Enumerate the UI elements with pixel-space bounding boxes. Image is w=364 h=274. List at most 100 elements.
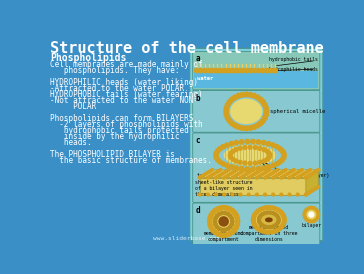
Circle shape bbox=[214, 151, 218, 155]
Ellipse shape bbox=[265, 217, 273, 222]
Circle shape bbox=[232, 68, 236, 73]
Circle shape bbox=[235, 216, 240, 221]
Circle shape bbox=[277, 220, 280, 224]
Circle shape bbox=[215, 232, 220, 236]
Circle shape bbox=[215, 68, 219, 73]
Circle shape bbox=[260, 174, 262, 176]
Text: Structure of the cell membrane: Structure of the cell membrane bbox=[50, 41, 324, 56]
Circle shape bbox=[254, 172, 256, 175]
Circle shape bbox=[199, 68, 203, 73]
Circle shape bbox=[205, 172, 207, 175]
Circle shape bbox=[305, 218, 308, 221]
Circle shape bbox=[224, 106, 229, 110]
Circle shape bbox=[234, 159, 238, 163]
Circle shape bbox=[221, 233, 226, 238]
Circle shape bbox=[305, 193, 307, 196]
Circle shape bbox=[225, 143, 229, 147]
Circle shape bbox=[252, 125, 256, 129]
Circle shape bbox=[269, 68, 273, 73]
Circle shape bbox=[218, 212, 221, 216]
Circle shape bbox=[225, 233, 229, 237]
Circle shape bbox=[258, 208, 262, 212]
Circle shape bbox=[215, 207, 220, 211]
Text: inside by the hydrophilic: inside by the hydrophilic bbox=[50, 132, 180, 141]
Circle shape bbox=[257, 218, 261, 221]
Circle shape bbox=[305, 208, 308, 211]
Circle shape bbox=[255, 123, 260, 128]
Circle shape bbox=[280, 158, 284, 162]
Circle shape bbox=[304, 208, 318, 222]
Circle shape bbox=[206, 193, 209, 196]
Circle shape bbox=[315, 218, 318, 221]
Circle shape bbox=[296, 176, 299, 179]
Circle shape bbox=[219, 174, 222, 176]
Circle shape bbox=[275, 162, 279, 166]
Circle shape bbox=[223, 193, 226, 196]
Circle shape bbox=[235, 222, 240, 227]
Circle shape bbox=[276, 228, 280, 232]
Circle shape bbox=[229, 151, 233, 155]
Circle shape bbox=[233, 95, 237, 100]
Circle shape bbox=[268, 169, 271, 171]
Circle shape bbox=[305, 193, 307, 196]
Circle shape bbox=[249, 170, 252, 173]
Circle shape bbox=[258, 228, 262, 232]
Circle shape bbox=[260, 169, 262, 171]
Circle shape bbox=[267, 151, 271, 155]
Circle shape bbox=[256, 68, 261, 73]
Circle shape bbox=[229, 155, 233, 159]
Circle shape bbox=[226, 227, 230, 231]
Circle shape bbox=[245, 139, 249, 144]
Circle shape bbox=[311, 189, 313, 192]
Text: b: b bbox=[196, 94, 201, 103]
FancyBboxPatch shape bbox=[193, 133, 320, 202]
Circle shape bbox=[271, 163, 275, 168]
Circle shape bbox=[218, 227, 221, 231]
Circle shape bbox=[252, 68, 257, 73]
Circle shape bbox=[313, 220, 315, 222]
Circle shape bbox=[230, 121, 234, 126]
Circle shape bbox=[288, 171, 291, 174]
Circle shape bbox=[211, 169, 214, 171]
Circle shape bbox=[256, 193, 258, 196]
Circle shape bbox=[278, 209, 282, 213]
Circle shape bbox=[277, 218, 280, 221]
Text: POLAR: POLAR bbox=[50, 102, 96, 111]
Circle shape bbox=[215, 193, 217, 196]
Text: the basic structure of membranes.: the basic structure of membranes. bbox=[50, 156, 212, 165]
Circle shape bbox=[304, 210, 306, 213]
Polygon shape bbox=[200, 170, 318, 178]
Circle shape bbox=[310, 220, 313, 223]
Circle shape bbox=[255, 95, 260, 100]
Circle shape bbox=[266, 211, 269, 214]
Circle shape bbox=[240, 68, 244, 73]
Circle shape bbox=[240, 93, 245, 97]
Circle shape bbox=[264, 109, 269, 114]
Circle shape bbox=[235, 169, 238, 171]
Circle shape bbox=[315, 170, 318, 173]
Circle shape bbox=[224, 109, 229, 114]
Circle shape bbox=[282, 153, 286, 158]
Circle shape bbox=[271, 143, 275, 147]
Circle shape bbox=[218, 206, 223, 210]
Circle shape bbox=[203, 68, 207, 73]
Circle shape bbox=[229, 165, 234, 169]
Text: hydrophobic tails protected: hydrophobic tails protected bbox=[50, 126, 189, 135]
Circle shape bbox=[309, 174, 312, 176]
Circle shape bbox=[281, 223, 285, 227]
Circle shape bbox=[236, 125, 241, 129]
Circle shape bbox=[309, 174, 312, 176]
Circle shape bbox=[254, 225, 258, 229]
Circle shape bbox=[272, 176, 274, 179]
Circle shape bbox=[268, 174, 270, 176]
Circle shape bbox=[280, 211, 284, 215]
Circle shape bbox=[305, 171, 307, 174]
Circle shape bbox=[290, 175, 293, 178]
Circle shape bbox=[274, 170, 277, 173]
Circle shape bbox=[300, 174, 303, 176]
Circle shape bbox=[221, 206, 226, 210]
Circle shape bbox=[231, 176, 234, 179]
Circle shape bbox=[209, 170, 211, 173]
Circle shape bbox=[256, 176, 258, 179]
Circle shape bbox=[266, 165, 271, 169]
